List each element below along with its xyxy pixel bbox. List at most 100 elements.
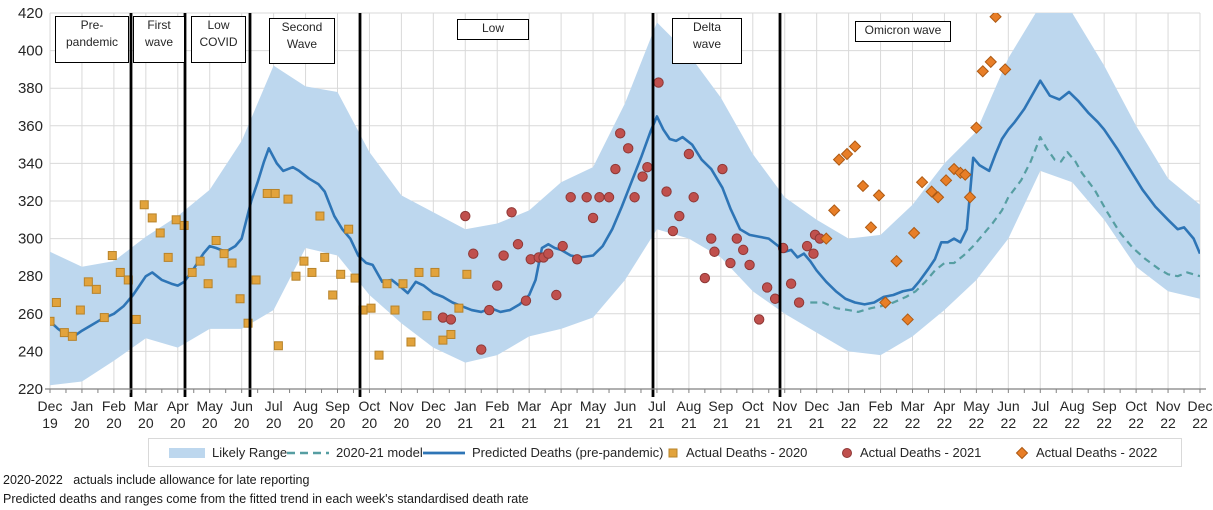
section-label-second-wave: Second Wave xyxy=(269,18,335,64)
x-axis-tick-label: Oct 21 xyxy=(742,398,764,431)
actual-2021-marker xyxy=(565,192,576,203)
actual-2020-marker xyxy=(414,267,424,277)
actual-2020-marker xyxy=(243,318,253,328)
actual-2021-marker xyxy=(761,282,773,293)
actual-2021-marker xyxy=(706,233,717,244)
actual-2021-marker xyxy=(667,225,679,237)
actual-2021-marker xyxy=(753,314,765,325)
actual-2022-marker xyxy=(947,162,961,176)
actual-2021-marker xyxy=(637,171,648,182)
actual-2021-marker xyxy=(661,186,672,197)
actual-2021-marker xyxy=(622,143,634,154)
actual-2022-marker xyxy=(890,254,903,268)
actual-2021-marker xyxy=(603,192,615,203)
x-axis-tick-label: Aug 20 xyxy=(293,398,318,431)
actual-2021-marker xyxy=(492,280,503,291)
actual-2021-marker xyxy=(484,304,495,316)
section-label-omicronwave: Omicron wave xyxy=(855,21,951,42)
actual-2022-marker xyxy=(828,204,841,217)
x-axis-tick-label: Oct 20 xyxy=(359,398,381,431)
actual-2020-marker xyxy=(344,224,354,234)
actual-2020-marker xyxy=(195,256,205,266)
legend-diamond-swatch xyxy=(1015,446,1029,460)
y-axis-tick-label: 420 xyxy=(18,5,43,22)
actual-2020-marker xyxy=(50,316,55,326)
x-axis-tick-label: Apr 21 xyxy=(550,398,572,431)
actual-2021-marker xyxy=(520,295,532,306)
x-axis-tick-label: Feb 22 xyxy=(868,398,892,431)
y-axis-tick-label: 340 xyxy=(18,155,43,172)
x-axis-tick-label: Feb 21 xyxy=(485,398,509,431)
actual-2020-marker xyxy=(283,194,293,204)
actual-2022-marker xyxy=(840,147,854,161)
y-axis-tick-label: 380 xyxy=(18,80,43,97)
chart-legend: Likely Range 2020-21 model Predicted Death… xyxy=(148,438,1182,467)
legend-circle-swatch xyxy=(841,447,853,459)
actual-2020-marker xyxy=(163,252,173,262)
section-label-low-covid: Low COVID xyxy=(191,16,246,63)
actual-2020-marker xyxy=(366,303,376,313)
actual-2020-marker xyxy=(328,290,338,300)
actual-2020-marker xyxy=(147,213,157,223)
x-axis-tick-label: May 20 xyxy=(196,398,222,431)
actual-2021-marker xyxy=(629,192,640,203)
legend-dash-swatch xyxy=(287,449,329,457)
y-axis-tick-label: 280 xyxy=(18,268,43,285)
x-axis-tick-label: Jul 21 xyxy=(648,398,666,431)
actual-2022-marker xyxy=(872,189,886,202)
x-axis-tick-label: Jan 20 xyxy=(71,398,94,431)
x-axis-tick-label: Jul 20 xyxy=(265,398,283,431)
section-label-low: Low xyxy=(457,19,529,40)
x-axis-tick-label: Nov 22 xyxy=(1156,398,1181,431)
actual-2021-marker xyxy=(717,163,728,175)
actual-2021-marker xyxy=(551,289,562,301)
actual-2020-marker xyxy=(270,188,280,198)
x-axis-tick-label: Jul 22 xyxy=(1031,398,1049,431)
actual-2021-marker xyxy=(557,240,568,252)
x-axis-tick-label: Jan 21 xyxy=(454,398,477,431)
actual-2020-marker xyxy=(187,267,197,277)
actual-2020-marker xyxy=(307,267,317,277)
actual-2020-marker xyxy=(462,269,472,279)
legend-square-swatch xyxy=(667,447,679,459)
actual-2022-marker xyxy=(925,185,938,198)
actual-2022-marker xyxy=(864,221,878,234)
x-axis-tick-label: Aug 22 xyxy=(1060,398,1085,431)
x-axis-tick-label: Jun 22 xyxy=(997,398,1020,431)
actual-2021-marker xyxy=(498,250,509,261)
x-axis-tick-label: Feb 20 xyxy=(102,398,126,431)
actual-2020-marker xyxy=(315,211,325,221)
actual-2022-marker xyxy=(848,140,862,153)
actual-2021-marker xyxy=(594,192,605,203)
legend-item-dash: 2020-21 model xyxy=(287,439,423,466)
actual-2021-marker xyxy=(737,244,749,256)
actual-2020-marker xyxy=(336,269,346,279)
actual-2022-marker xyxy=(976,65,989,78)
actual-2021-marker xyxy=(731,233,743,244)
actual-2021-marker xyxy=(512,239,524,250)
actual-2020-marker xyxy=(406,337,416,347)
x-axis-tick-label: Dec 22 xyxy=(1188,398,1213,431)
actual-2020-marker xyxy=(227,258,237,268)
x-axis-tick-label: Apr 20 xyxy=(167,398,189,431)
actual-2021-marker xyxy=(744,259,755,271)
actual-2022-marker xyxy=(856,179,870,193)
actual-2020-marker xyxy=(203,279,213,289)
footnotes: 2020-2022 actuals include allowance for … xyxy=(3,471,529,509)
actual-2020-marker xyxy=(235,294,245,304)
actual-2022-marker xyxy=(907,226,921,240)
actual-2021-marker xyxy=(615,128,626,139)
actual-2021-marker xyxy=(468,248,479,259)
actual-2020-marker xyxy=(75,305,85,315)
actual-2020-marker xyxy=(299,256,309,266)
legend-line-swatch xyxy=(423,449,465,457)
x-axis-tick-label: Jan 22 xyxy=(837,398,860,431)
y-axis-tick-label: 240 xyxy=(18,343,43,360)
actual-2022-marker xyxy=(879,296,892,309)
actual-2020-marker xyxy=(51,298,61,308)
legend-item-line: Predicted Deaths (pre-pandemic) xyxy=(423,439,663,466)
actual-2020-marker xyxy=(446,329,456,339)
x-axis-tick-label: Nov 20 xyxy=(389,398,414,431)
x-axis-tick-label: Sep 21 xyxy=(708,398,733,431)
